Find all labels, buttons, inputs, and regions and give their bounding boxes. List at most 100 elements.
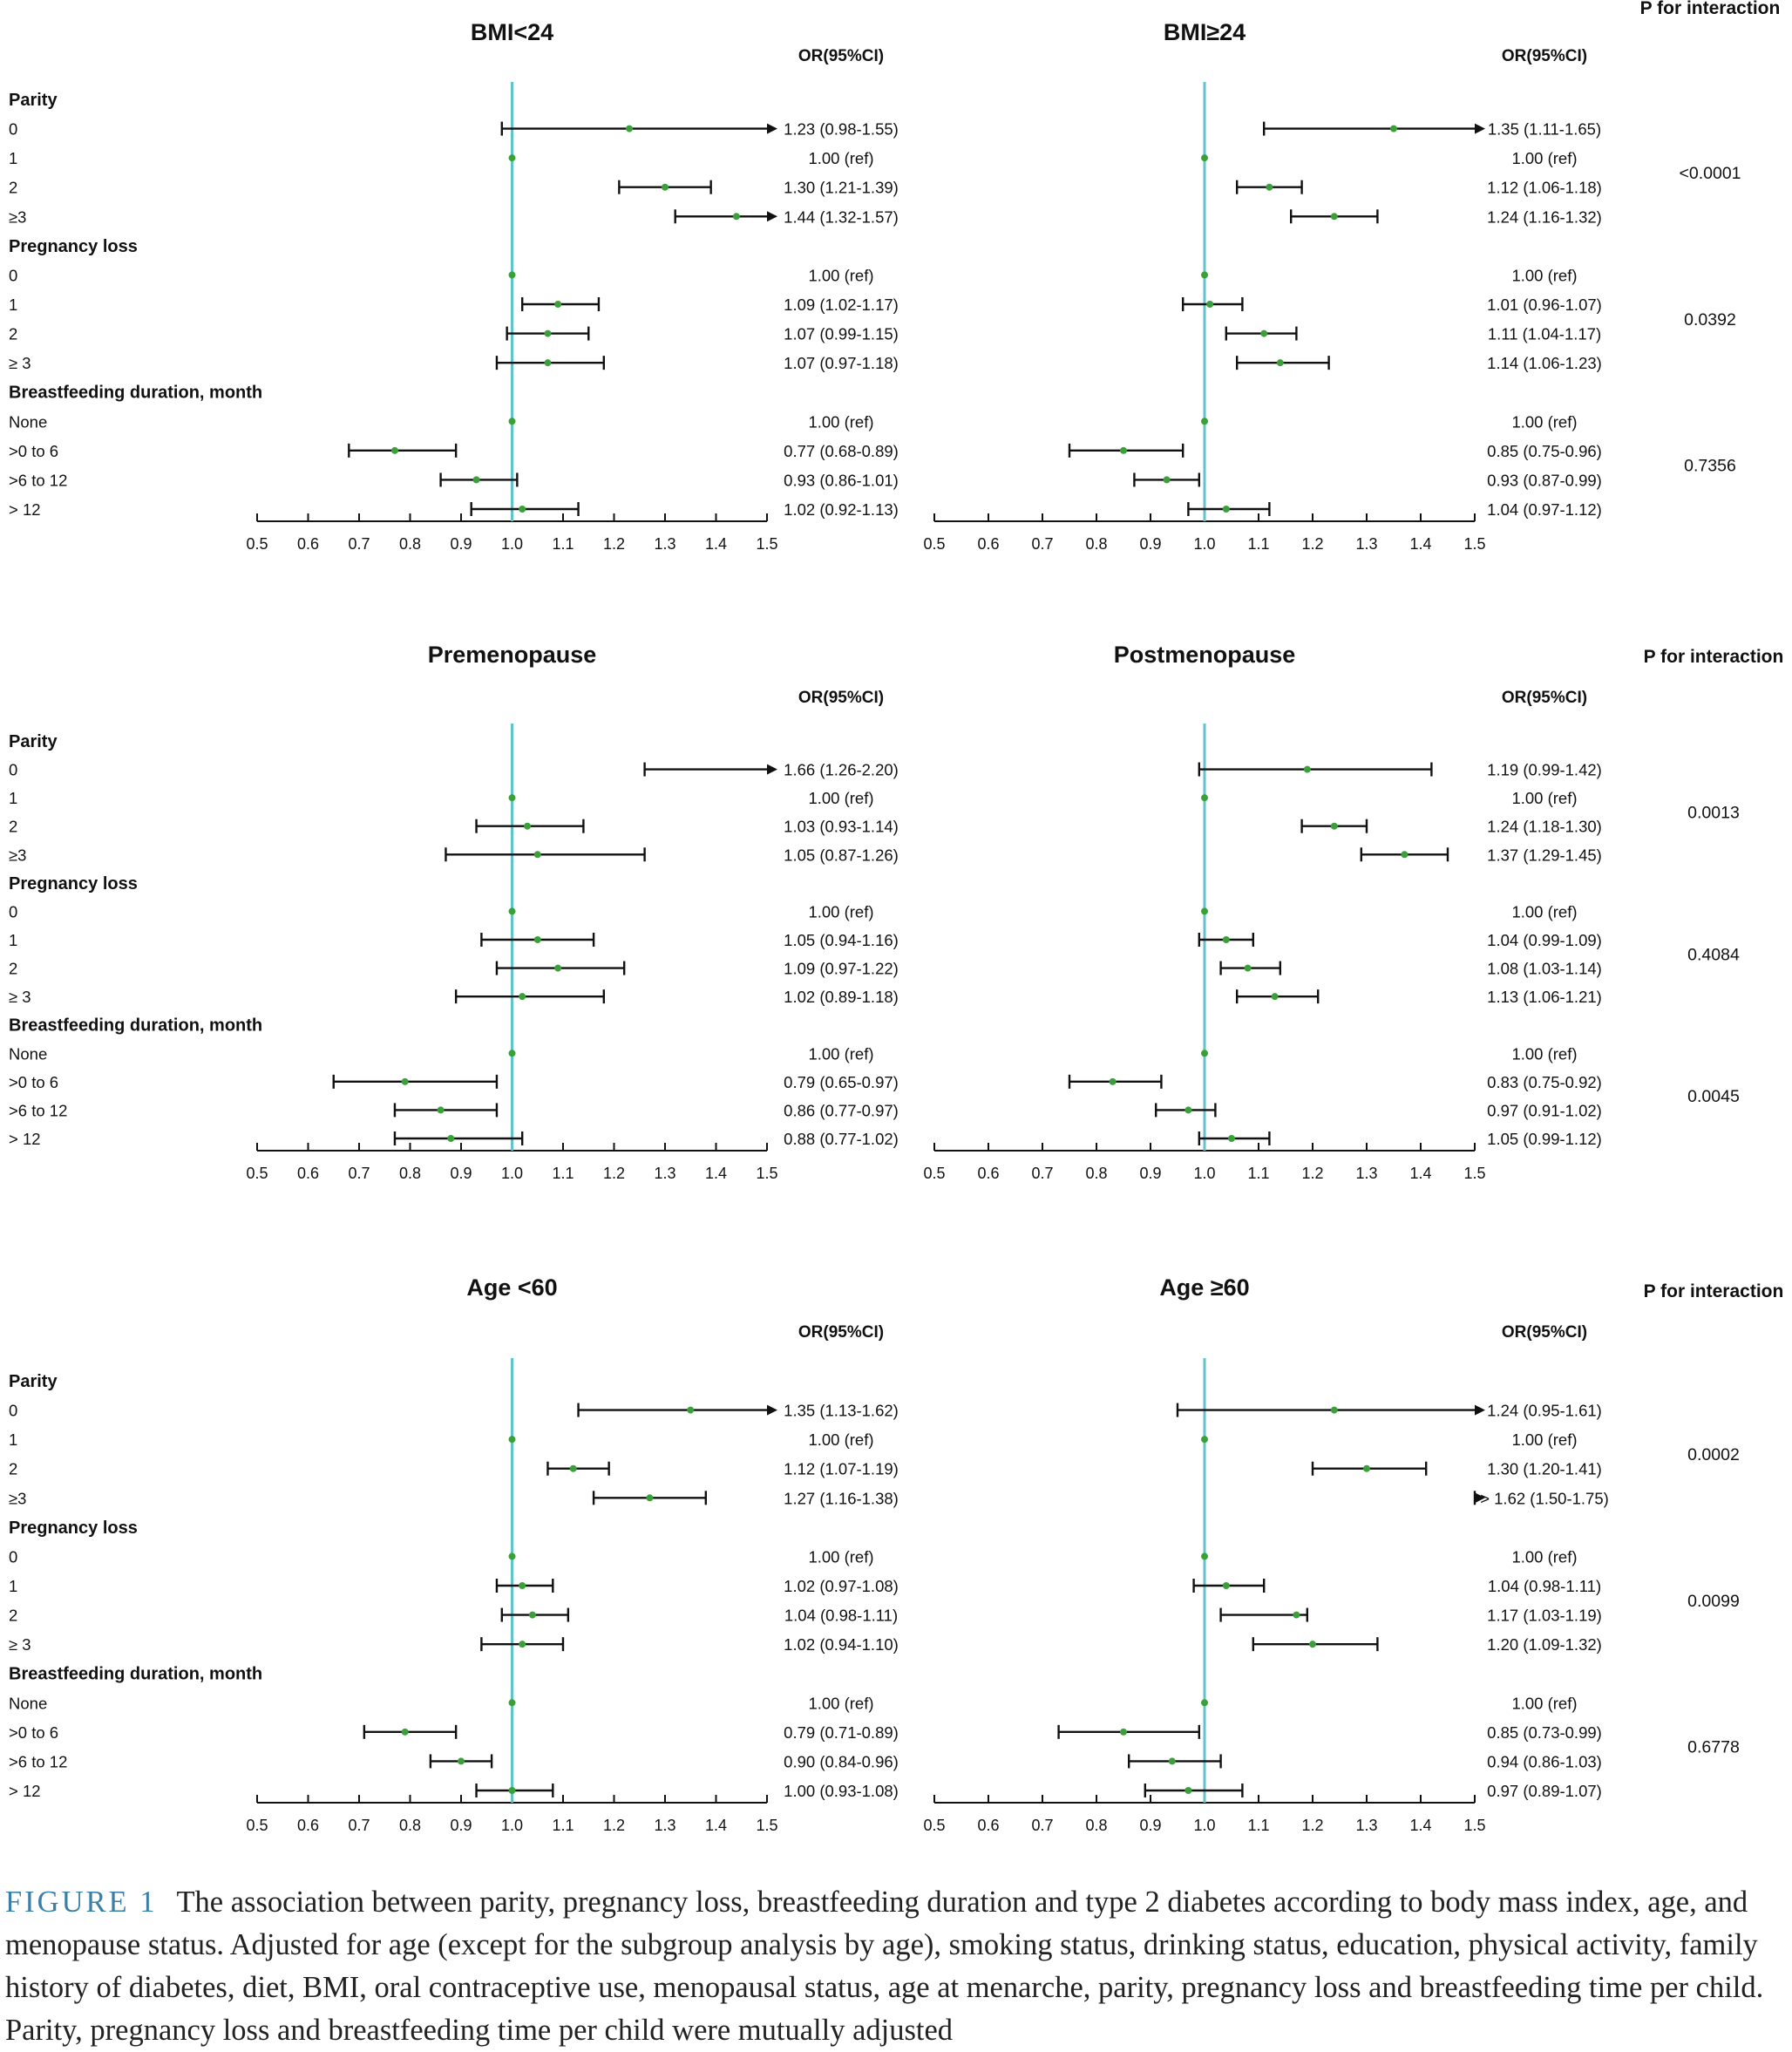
odds-ratio-point — [519, 993, 526, 1001]
x-tick-label: 1.2 — [603, 535, 625, 553]
x-tick-label: 0.7 — [1031, 1817, 1053, 1834]
or-value-label: 0.90 (0.84-0.96) — [784, 1752, 899, 1770]
or-value-label: 1.05 (0.94-1.16) — [784, 931, 899, 949]
x-tick-label: 0.9 — [450, 1165, 472, 1182]
row-label: None — [9, 1694, 47, 1712]
row-label: 0 — [9, 1402, 17, 1420]
x-tick-label: 0.6 — [977, 1817, 999, 1834]
or-value-label: 1.13 (1.06-1.21) — [1487, 988, 1602, 1006]
odds-ratio-point — [533, 936, 541, 943]
figure-caption: FIGURE 1 The association between parity, … — [5, 1881, 1783, 2052]
x-tick-label: 1.1 — [1247, 1165, 1269, 1182]
or-value-label: 1.00 (0.93-1.08) — [784, 1782, 899, 1800]
odds-ratio-point — [1260, 330, 1268, 337]
or-value-label: 0.79 (0.71-0.89) — [784, 1723, 899, 1742]
or-value-label: 1.02 (0.89-1.18) — [784, 988, 899, 1006]
row-label: 2 — [9, 1460, 17, 1478]
x-tick-label: 0.9 — [1139, 535, 1161, 553]
odds-ratio-point — [544, 330, 552, 337]
x-tick-label: 1.2 — [603, 1165, 625, 1182]
odds-ratio-point — [687, 1406, 695, 1414]
panel-title: Postmenopause — [1114, 642, 1296, 668]
x-tick-label: 0.6 — [297, 1165, 319, 1182]
odds-ratio-point — [1228, 1135, 1235, 1142]
ci-arrow — [767, 123, 777, 134]
row-label: ≥ 3 — [9, 1635, 31, 1654]
p-interaction-header: P for interaction — [1640, 0, 1781, 18]
p-interaction-value: 0.4084 — [1687, 945, 1740, 964]
x-tick-label: 1.3 — [1355, 1817, 1377, 1834]
or-value-label: 1.24 (1.18-1.30) — [1487, 818, 1602, 836]
or-column-header: OR(95%CI) — [798, 1323, 884, 1342]
x-tick-label: 1.3 — [1355, 1165, 1377, 1182]
or-value-label: 0.93 (0.87-0.99) — [1487, 471, 1602, 489]
group-heading: Breastfeeding duration, month — [9, 384, 262, 403]
odds-ratio-point — [1201, 1050, 1208, 1057]
x-tick-label: 1.4 — [1409, 1817, 1431, 1834]
group-heading: Breastfeeding duration, month — [9, 1016, 262, 1036]
odds-ratio-point — [646, 1494, 654, 1502]
odds-ratio-point — [447, 1135, 455, 1142]
x-tick-label: 1.4 — [705, 1817, 727, 1834]
odds-ratio-point — [1222, 1582, 1230, 1589]
odds-ratio-point — [533, 851, 541, 859]
x-tick-label: 0.8 — [1085, 1817, 1107, 1834]
x-tick-label: 0.5 — [246, 535, 268, 553]
x-tick-label: 1.5 — [756, 535, 777, 553]
or-value-label: 1.04 (0.98-1.11) — [1488, 1577, 1601, 1595]
or-value-label: 0.93 (0.86-1.01) — [784, 471, 899, 489]
row-label: >0 to 6 — [9, 1723, 58, 1742]
ci-arrow — [1475, 123, 1485, 134]
x-tick-label: 0.8 — [1085, 1165, 1107, 1182]
or-value-label: 1.12 (1.06-1.18) — [1487, 179, 1602, 197]
or-value-label: 0.94 (0.86-1.03) — [1487, 1752, 1602, 1770]
p-interaction-value: 0.7356 — [1684, 457, 1736, 476]
odds-ratio-point — [519, 1582, 526, 1589]
x-tick-label: 1.2 — [603, 1817, 625, 1834]
x-tick-label: 0.9 — [1139, 1165, 1161, 1182]
row-label: ≥3 — [9, 207, 26, 226]
or-value-label: 1.09 (0.97-1.22) — [784, 960, 899, 978]
row-label: 2 — [9, 818, 17, 836]
x-tick-label: 1.1 — [552, 1817, 574, 1834]
odds-ratio-point — [1293, 1611, 1300, 1619]
odds-ratio-point — [1330, 1406, 1338, 1414]
odds-ratio-point — [508, 154, 516, 162]
ci-arrow — [767, 1404, 777, 1416]
or-value-label: 1.00 (ref) — [808, 902, 873, 921]
x-tick-label: 0.5 — [923, 535, 945, 553]
group-heading: Parity — [9, 732, 58, 751]
or-value-label: 0.79 (0.65-0.97) — [784, 1073, 899, 1091]
x-tick-label: 0.5 — [923, 1165, 945, 1182]
odds-ratio-point — [1201, 154, 1208, 162]
x-tick-label: 0.5 — [246, 1165, 268, 1182]
x-tick-label: 1.1 — [1247, 535, 1269, 553]
p-interaction-value: 0.0013 — [1687, 803, 1740, 822]
row-label: ≥ 3 — [9, 988, 31, 1006]
or-value-label: 1.07 (0.97-1.18) — [784, 354, 899, 372]
x-tick-label: 1.0 — [1193, 1165, 1215, 1182]
or-value-label: 1.08 (1.03-1.14) — [1487, 960, 1602, 978]
or-value-label: 1.66 (1.26-2.20) — [784, 761, 899, 779]
or-value-label: 1.04 (0.97-1.12) — [1487, 500, 1602, 519]
or-value-label: 1.00 (ref) — [808, 1430, 873, 1449]
x-tick-label: 0.9 — [1139, 1817, 1161, 1834]
or-value-label: 1.23 (0.98-1.55) — [784, 120, 899, 139]
x-tick-label: 1.1 — [1247, 1817, 1269, 1834]
ci-arrow — [767, 211, 777, 222]
row-label: >6 to 12 — [9, 471, 67, 489]
odds-ratio-point — [508, 794, 516, 802]
or-value-label: 1.35 (1.13-1.62) — [784, 1402, 899, 1420]
odds-ratio-point — [508, 1436, 516, 1444]
row-label: None — [9, 412, 47, 431]
odds-ratio-point — [1244, 964, 1252, 972]
p-interaction-value: 0.0392 — [1684, 310, 1736, 330]
odds-ratio-point — [1363, 1464, 1370, 1472]
or-value-label: 1.00 (ref) — [1511, 1694, 1577, 1712]
odds-ratio-point — [732, 213, 740, 221]
row-label: 1 — [9, 931, 17, 949]
odds-ratio-point — [554, 964, 562, 972]
row-label: >0 to 6 — [9, 1073, 58, 1091]
row-label: ≥3 — [9, 846, 26, 864]
x-tick-label: 1.5 — [1463, 1817, 1485, 1834]
